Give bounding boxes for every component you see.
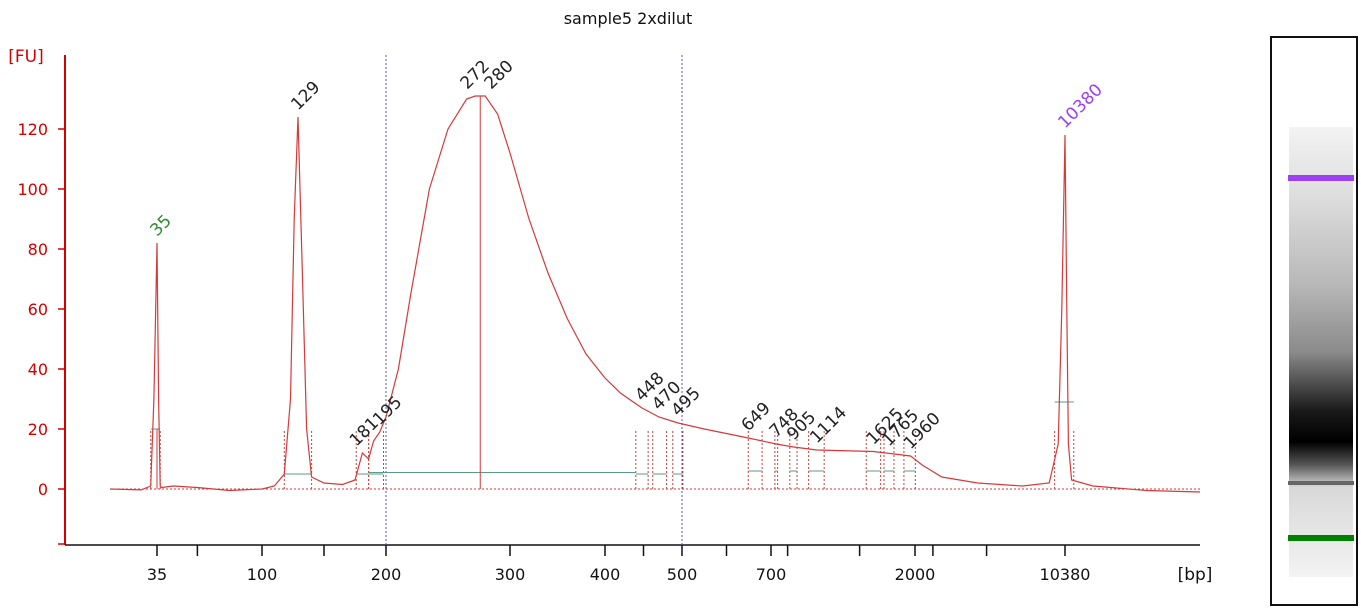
peak-label: 35: [146, 211, 175, 240]
peak-region-box: [883, 429, 895, 489]
y-tick-label: 80: [28, 240, 48, 259]
peak-region-box: [789, 429, 798, 489]
peak-region-box: [652, 429, 668, 489]
peak-region-box: [635, 429, 649, 489]
peak-region-box: [865, 429, 882, 489]
y-tick-label: 120: [17, 120, 48, 139]
x-tick-label: 400: [590, 565, 621, 584]
x-tick-label: 2000: [895, 565, 936, 584]
gel-band: [1288, 481, 1354, 485]
peak-region-box: [672, 429, 684, 489]
peak-region-box: [1054, 429, 1075, 489]
x-tick-label: 700: [756, 565, 787, 584]
x-tick-label: 10380: [1040, 565, 1091, 584]
y-tick-label: 0: [38, 480, 48, 499]
peak-label: 10380: [1054, 80, 1106, 132]
y-tick-label: 20: [28, 420, 48, 439]
x-tick-label: 200: [371, 565, 402, 584]
x-tick-label: 500: [667, 565, 698, 584]
x-axis-label: [bp]: [1178, 565, 1213, 585]
y-tick-label: 60: [28, 300, 48, 319]
gel-lower-marker-band: [1288, 535, 1354, 541]
y-tick-label: 100: [17, 180, 48, 199]
x-tick-label: 100: [247, 565, 278, 584]
x-tick-label: 35: [147, 565, 167, 584]
peak-label: 280: [481, 56, 518, 93]
peak-region-box: [808, 429, 825, 489]
x-ticks: 35 100 200 300 400 500 700 2000 10380: [147, 545, 1091, 584]
chart-title: sample5 2xdilut: [564, 9, 693, 28]
peak-region-boxes: [110, 96, 1200, 490]
peak-region-box: [747, 429, 763, 489]
gel-lane-smear: [1289, 127, 1353, 577]
peak-region-box: [283, 429, 313, 489]
region-markers: [385, 55, 683, 545]
gel-lane: [1270, 36, 1358, 606]
y-axis-label: [FU]: [8, 47, 44, 67]
gel-upper-marker-band: [1288, 175, 1354, 181]
chart-axes: [FU] [bp]: [8, 47, 1212, 585]
trace-line: [109, 95, 1201, 493]
peak-region-box: [774, 429, 779, 489]
x-tick-label: 300: [495, 565, 526, 584]
peak-label: 129: [287, 77, 324, 114]
y-tick-label: 40: [28, 360, 48, 379]
y-ticks: 0 20 40 60 80 100 120: [17, 120, 65, 545]
trace-group: [109, 95, 1201, 493]
